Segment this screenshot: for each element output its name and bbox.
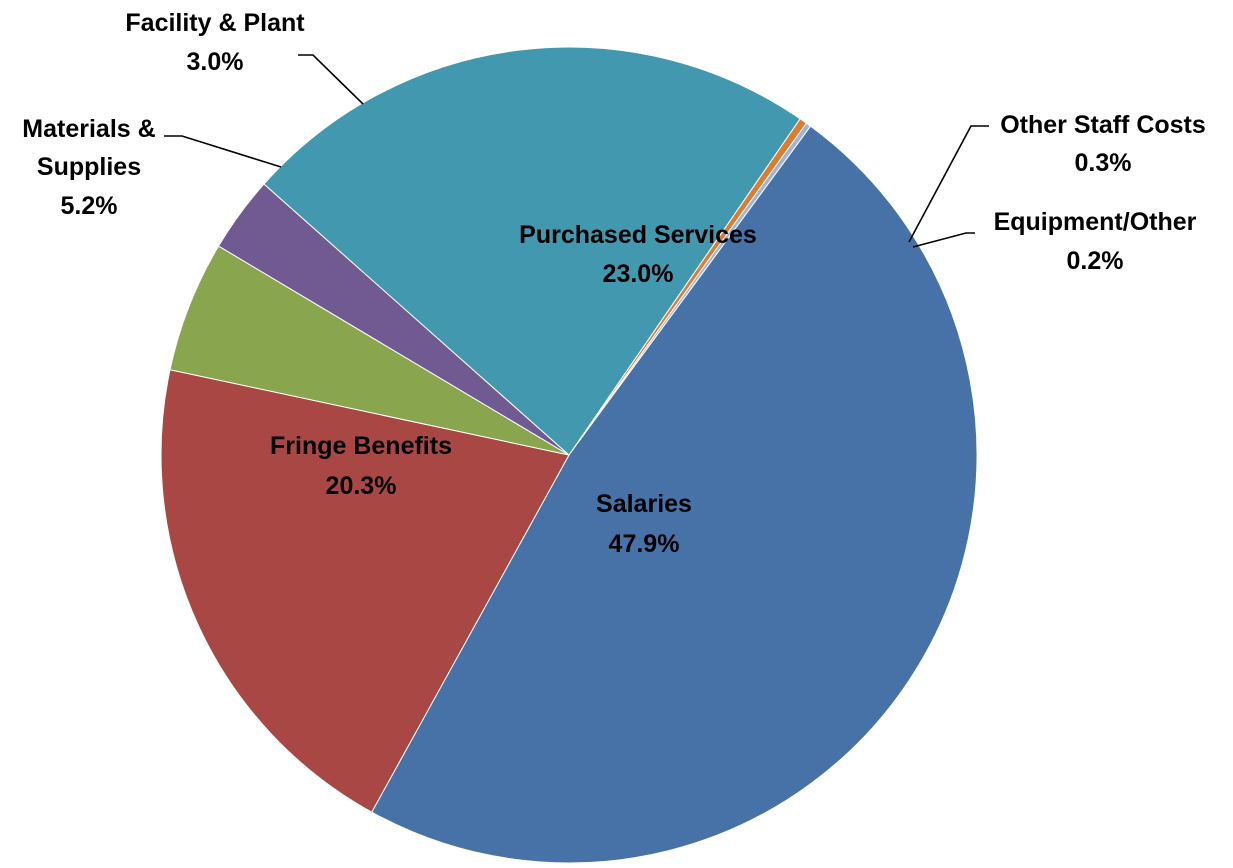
leader-line-other-staff-costs <box>908 125 989 243</box>
data-labels-layer: Other Staff Costs 0.3% Equipment/Other 0.2%… <box>22 9 1205 558</box>
leader-lines-layer <box>164 54 989 248</box>
data-label-value-salaries: 47.9% <box>609 530 680 558</box>
data-label-value-materials-supplies: 5.2% <box>61 192 118 220</box>
data-label-value-equipment-other: 0.2% <box>1067 247 1124 275</box>
data-label-name-purchased-services: Purchased Services <box>519 221 757 249</box>
data-label-name-fringe-benefits: Fringe Benefits <box>270 432 452 460</box>
pie-slice-salaries <box>371 125 978 864</box>
data-label-name-salaries: Salaries <box>596 490 692 518</box>
pie-slice-fringe-benefits <box>160 369 570 813</box>
leader-line-materials-supplies <box>164 135 282 168</box>
data-label-value-purchased-services: 23.0% <box>603 260 674 288</box>
data-label-name-facility-plant: Facility & Plant <box>125 9 305 37</box>
data-label-name-materials-supplies: Supplies <box>37 153 141 181</box>
leader-line-facility-plant <box>298 54 364 105</box>
data-label-name-materials-supplies: Materials & <box>22 115 155 143</box>
data-label-name-equipment-other: Equipment/Other <box>994 208 1197 236</box>
data-label-name-other-staff-costs: Other Staff Costs <box>1000 111 1206 139</box>
pie-slice-purchased-services <box>263 46 801 456</box>
data-label-value-other-staff-costs: 0.3% <box>1075 149 1132 177</box>
data-label-value-fringe-benefits: 20.3% <box>326 472 397 500</box>
leader-line-equipment-other <box>912 232 975 248</box>
slices-layer <box>160 46 978 864</box>
data-label-value-facility-plant: 3.0% <box>187 48 244 76</box>
